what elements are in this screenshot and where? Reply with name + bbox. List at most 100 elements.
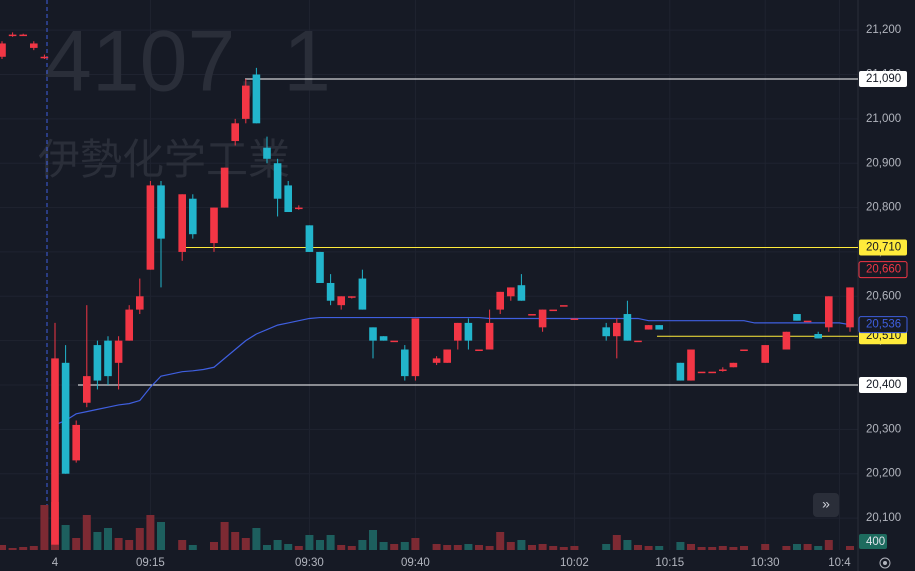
volume-bar [114, 538, 123, 550]
volume-bar [824, 540, 833, 550]
volume-bar [634, 545, 642, 550]
candle-body [644, 325, 653, 330]
candle-body [178, 194, 186, 252]
y-tick-label: 20,800 [866, 202, 901, 214]
candle-body [104, 340, 112, 377]
volume-bar [390, 544, 399, 550]
volume-bar [326, 535, 335, 550]
marker-label-box [858, 261, 908, 279]
volume-bar [294, 546, 303, 550]
volume-bar [506, 542, 515, 550]
volume-bar [93, 532, 102, 550]
volume-bar [273, 540, 282, 550]
y-tick-label: 20,300 [866, 423, 901, 435]
x-tick-label: 10:15 [655, 557, 684, 569]
candle-body [326, 282, 335, 301]
x-tick-label: 10:30 [751, 557, 780, 569]
volume-bar [623, 540, 632, 550]
volume-bar [443, 545, 452, 550]
scroll-button[interactable]: » [813, 493, 839, 517]
candle-body [316, 251, 324, 283]
candle-body [231, 123, 239, 142]
volume-bar [803, 544, 812, 550]
settings-icon[interactable] [879, 557, 891, 569]
candle-body [549, 309, 557, 312]
x-tick-label: 09:30 [295, 557, 324, 569]
candle-body [761, 345, 769, 363]
level-label: 20,510 [866, 330, 901, 342]
volume-bar [210, 542, 218, 550]
volume-bar [464, 544, 473, 550]
candle-body [676, 362, 685, 381]
candle-body [623, 314, 632, 341]
volume-bar [337, 545, 346, 550]
volume-bar [644, 546, 653, 550]
candle-body [114, 340, 123, 363]
volume-bar [475, 545, 483, 550]
candle-body [358, 278, 367, 310]
x-tick-label: 4 [52, 557, 59, 569]
volume-bar [782, 546, 791, 550]
volume-bar [453, 545, 462, 550]
x-tick-label: 10:02 [560, 557, 589, 569]
y-tick-label: 21,200 [866, 24, 901, 36]
volume-bar [8, 548, 17, 550]
candle-body [825, 296, 833, 328]
volume-bar [687, 544, 695, 550]
y-tick-label: 20,200 [866, 468, 901, 480]
volume-bar [104, 528, 112, 550]
candle-body [220, 167, 229, 208]
candle-body [538, 309, 547, 328]
volume-bar [316, 540, 324, 550]
level-label: 20,710 [866, 242, 901, 254]
candle-body [634, 340, 642, 343]
vwap-label: 20,536 [866, 319, 901, 331]
volume-bar [559, 547, 568, 550]
volume-bar [708, 547, 717, 550]
volume-bar [612, 535, 621, 550]
candle-body [432, 358, 441, 363]
candle-body [719, 369, 727, 371]
volume-bar [814, 546, 823, 550]
volume-bar [135, 528, 144, 550]
candle-body [379, 336, 388, 341]
candle-body [19, 34, 27, 37]
volume-bar [846, 546, 854, 550]
candle-body [846, 287, 854, 328]
volume-bar [729, 547, 738, 550]
volume-bar [432, 544, 441, 550]
candle-body [708, 371, 716, 374]
candle-body [443, 349, 451, 363]
marker-label: 20,660 [866, 264, 901, 276]
volume-bar [40, 505, 49, 550]
y-tick-label: 20,900 [866, 157, 901, 169]
candle-body [305, 225, 314, 252]
volume-bar [379, 542, 388, 550]
candle-body [517, 285, 526, 301]
volume-bar [740, 546, 748, 550]
candle-body [146, 185, 155, 270]
volume-bar [697, 547, 706, 550]
candle-body [475, 349, 483, 352]
volume-bar [549, 546, 558, 550]
volume-bar [178, 540, 187, 550]
volume-bar [125, 540, 134, 550]
volume-bar [241, 538, 250, 550]
level-label-box [859, 239, 907, 256]
candle-body [464, 322, 473, 341]
volume-bar [146, 515, 155, 550]
x-tick-label: 10:4 [828, 557, 851, 569]
volume-bar [0, 545, 6, 550]
volume-bar [602, 544, 611, 550]
candle-body [295, 207, 303, 210]
volume-bar [718, 546, 727, 550]
candle-body [697, 371, 706, 374]
volume-bar [761, 544, 770, 550]
candle-body [740, 349, 748, 352]
volume-bar [496, 532, 505, 550]
volume-bar [231, 532, 240, 550]
candle-body [528, 314, 536, 316]
vwap-label-box [858, 316, 908, 334]
candle-body [485, 322, 494, 350]
candle-body [687, 349, 695, 381]
